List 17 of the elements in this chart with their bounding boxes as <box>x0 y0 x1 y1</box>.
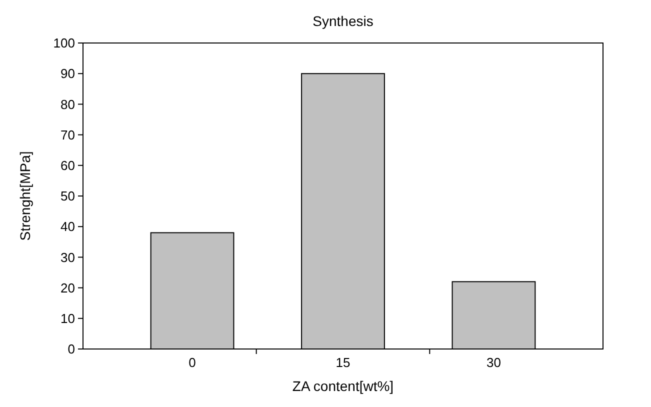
y-tick-label: 20 <box>60 280 75 296</box>
y-tick-label: 30 <box>60 250 75 265</box>
x-tick-label: 0 <box>188 355 196 370</box>
y-tick-label: 40 <box>60 219 75 234</box>
y-tick-label: 100 <box>53 36 75 51</box>
y-tick-label: 70 <box>60 127 75 142</box>
y-tick-label: 90 <box>60 66 75 82</box>
y-axis-title: Strenght[MPa] <box>17 151 33 241</box>
x-tick-label: 15 <box>336 355 350 370</box>
y-tick-label: 60 <box>60 158 75 173</box>
y-tick-label: 50 <box>60 188 75 204</box>
chart-title: Synthesis <box>312 13 374 29</box>
x-tick-label: 30 <box>486 355 501 370</box>
x-axis-title: ZA content[wt%] <box>292 378 394 394</box>
y-tick-label: 80 <box>60 96 75 112</box>
y-tick-label: 0 <box>68 342 75 357</box>
y-tick-label: 10 <box>60 310 75 326</box>
